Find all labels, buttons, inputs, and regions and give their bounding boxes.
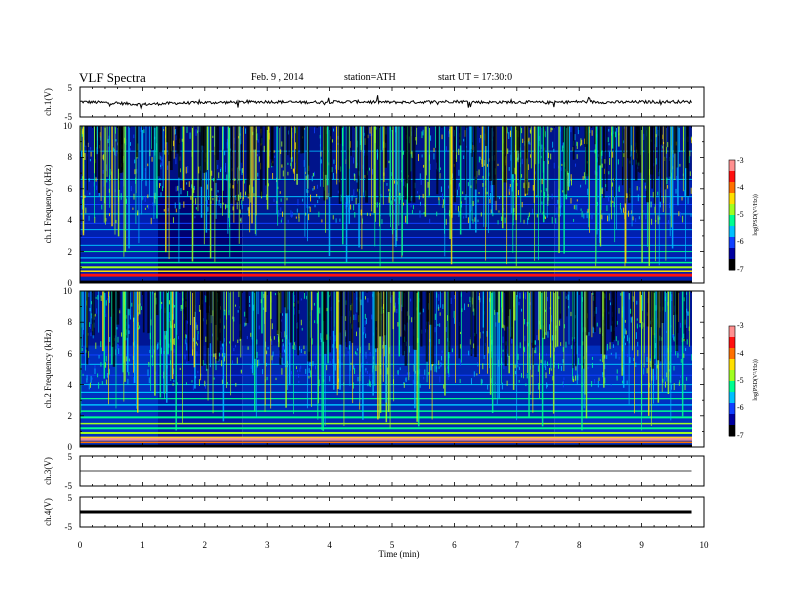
x-tick-8: 8	[577, 540, 582, 550]
figure-title: VLF Spectra	[79, 70, 146, 85]
x-tick-3: 3	[265, 540, 270, 550]
x-tick-7: 7	[515, 540, 520, 550]
cbar2-tick-5: -5	[737, 376, 744, 385]
cbar2-tick-6: -6	[737, 403, 744, 412]
s1-ytick-0: 0	[68, 278, 73, 288]
cbar1-label: log(PSD(V²/Hz))	[752, 194, 759, 235]
cbar1-tick-6: -6	[737, 237, 744, 246]
cbar1-tick-4: -4	[737, 183, 744, 192]
x-tick-0: 0	[78, 540, 83, 550]
x-tick-5: 5	[390, 540, 395, 550]
ch3-ytick-bottom: -5	[65, 481, 73, 491]
s1-ytick-10: 10	[63, 121, 73, 131]
s2-ytick-2: 2	[68, 411, 73, 421]
s1-ytick-2: 2	[68, 247, 73, 257]
ch1-ytick-top: 5	[68, 83, 73, 93]
x-tick-1: 1	[140, 540, 145, 550]
cbar2-tick-7: -7	[737, 431, 744, 440]
x-tick-2: 2	[203, 540, 208, 550]
cbar2-label: log(PSD(V²/Hz))	[752, 359, 759, 400]
cbar2-tick-3: -3	[737, 321, 744, 330]
date-label: Feb. 9 , 2014	[251, 72, 304, 83]
ch2-colorbar	[728, 325, 736, 437]
s2-ytick-4: 4	[68, 380, 73, 390]
ch4-ytick-bottom: -5	[65, 522, 73, 532]
ch4-ytick-top: 5	[68, 493, 73, 503]
s2-ylabel: ch.2 Frequency (kHz)	[43, 330, 53, 409]
ch1-ylabel: ch.1(V)	[43, 88, 53, 116]
s1-ylabel: ch.1 Frequency (kHz)	[43, 165, 53, 244]
s1-ytick-8: 8	[68, 152, 73, 162]
ch1-colorbar	[728, 159, 736, 271]
x-tick-9: 9	[639, 540, 644, 550]
x-tick-10: 10	[700, 540, 710, 550]
x-tick-4: 4	[327, 540, 332, 550]
ch1-trace	[79, 95, 692, 110]
s2-ytick-8: 8	[68, 317, 73, 327]
s2-ytick-6: 6	[68, 349, 73, 359]
s2-ytick-10: 10	[63, 286, 73, 296]
ch1-ytick-bottom: -5	[65, 112, 73, 122]
s2-ytick-0: 0	[68, 442, 73, 452]
start-time-label: start UT = 17:30:0	[438, 72, 513, 83]
s1-ytick-6: 6	[68, 184, 73, 194]
s1-ytick-4: 4	[68, 215, 73, 225]
axis-ticks	[79, 87, 705, 527]
cbar1-tick-7: -7	[737, 265, 744, 274]
cbar2-tick-4: -4	[737, 349, 744, 358]
x-tick-6: 6	[452, 540, 457, 550]
cbar1-tick-5: -5	[737, 210, 744, 219]
ch3-ytick-top: 5	[68, 452, 73, 462]
x-axis-label: Time (min)	[379, 549, 420, 559]
ch2-spectrogram	[80, 291, 692, 447]
ch1-spectrogram	[80, 126, 692, 283]
cbar1-tick-3: -3	[737, 156, 744, 165]
ch3-ylabel: ch.3(V)	[43, 457, 53, 485]
station-label: station=ATH	[344, 72, 396, 83]
ch4-ylabel: ch.4(V)	[43, 498, 53, 526]
